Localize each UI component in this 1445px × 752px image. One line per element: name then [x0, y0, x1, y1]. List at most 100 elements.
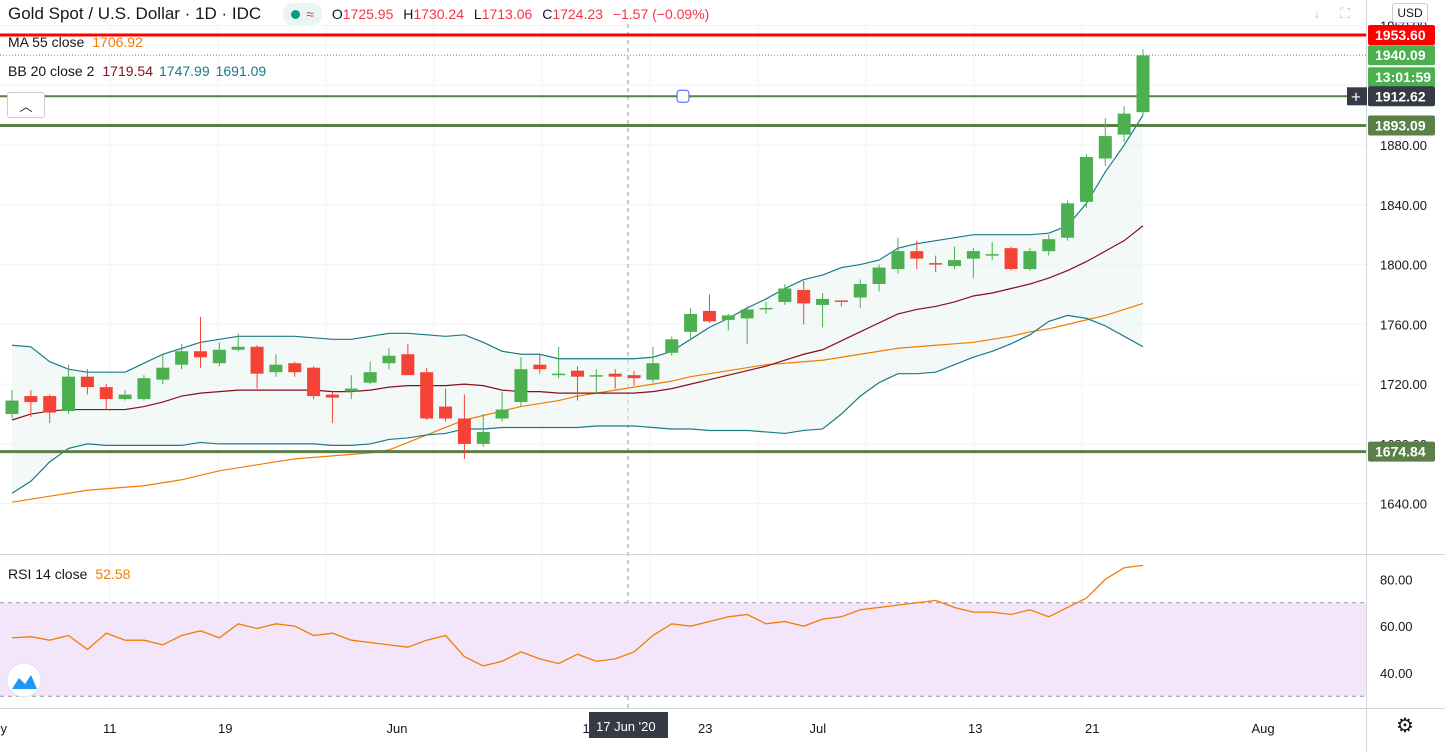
candle-body [363, 372, 377, 383]
ohlc-low-key: L [473, 6, 482, 22]
candle-body [231, 346, 245, 350]
candle-body [571, 370, 584, 377]
wave-icon: ≈ [306, 6, 314, 22]
candle-body [948, 260, 961, 267]
time-tick-label: Aug [1252, 721, 1275, 736]
candle-body [1117, 113, 1131, 135]
candle-body [1136, 55, 1150, 113]
ohlc-change: −1.57 (−0.09%) [612, 6, 710, 22]
candle-body [1042, 239, 1056, 252]
add-alert-button [1347, 87, 1367, 106]
candle-body [1023, 251, 1037, 270]
chart-header: Gold Spot / U.S. Dollar · 1D · IDC ≈ O17… [8, 3, 715, 25]
time-tick-label: 19 [218, 721, 232, 736]
candle-body [43, 396, 57, 413]
ma-label: MA 55 close [8, 34, 85, 50]
candle-body [853, 284, 867, 298]
candle-body [891, 251, 905, 270]
candle-body [684, 313, 698, 332]
time-tick-label: 11 [103, 721, 117, 736]
bollinger-lower-line [11, 314, 1144, 494]
candle-body [816, 298, 830, 305]
candle-body [307, 367, 321, 397]
crosshair-date-tag [589, 712, 668, 738]
rsi-pane [0, 564, 1366, 698]
candle-body [99, 387, 113, 400]
candle-body [62, 376, 76, 412]
ohlc-open: 1725.95 [342, 6, 394, 22]
candle-body [627, 375, 641, 379]
gear-icon[interactable]: ⚙ [1396, 715, 1414, 737]
fullscreen-icon[interactable]: ⛶ [1340, 5, 1350, 21]
ohlc-readout: O1725.95 H1730.24 L1713.06 C1724.23 −1.5… [332, 6, 715, 22]
crosshair-date-label: 17 Jun '20 [596, 719, 656, 734]
candle-body [382, 355, 396, 364]
candle-body [552, 373, 566, 376]
candle-body [929, 263, 943, 265]
ohlc-high-key: H [403, 6, 414, 22]
currency-button[interactable]: USD [1392, 3, 1428, 23]
candle-body [778, 288, 792, 302]
plus-icon: + [1351, 87, 1361, 106]
candle-body [985, 254, 999, 256]
candle-body [344, 388, 358, 392]
price-labels: 1953.60 1940.09 13:01:59 1912.62 +1893.09 167… [1347, 25, 1435, 462]
arrow-down-icon[interactable]: ↓ [1313, 5, 1321, 21]
candle-body [910, 251, 924, 259]
time-tick-label: 23 [698, 721, 712, 736]
horizontal-lines [0, 33, 1366, 454]
candle-body [608, 373, 622, 377]
candle-body [797, 289, 811, 304]
candle-body [420, 372, 434, 419]
price-tick-label: 1760.00 [1380, 317, 1427, 332]
time-tick-label: 13 [968, 721, 982, 736]
price-label-bg [1368, 115, 1435, 136]
candle-body [194, 351, 207, 358]
price-label-bg [1368, 441, 1435, 462]
candle-body [118, 394, 132, 400]
candle-body [439, 406, 453, 419]
time-tick-label: Jun [387, 721, 408, 736]
price-label: 1674.84 [1375, 444, 1426, 460]
rsi-line [11, 564, 1144, 667]
bb-label: BB 20 close 2 [8, 63, 95, 79]
ohlc-close-key: C [542, 6, 553, 22]
line-handle [676, 89, 690, 103]
price-tick-label: 1720.00 [1380, 377, 1427, 392]
candle-body [24, 396, 38, 403]
chevron-up-icon: ︿ [19, 98, 33, 114]
candle-body [1061, 203, 1075, 238]
candle-body [721, 315, 735, 320]
collapse-legend-button[interactable]: ︿ [7, 92, 45, 118]
price-tick-label: 1640.00 [1380, 497, 1427, 512]
status-pill[interactable]: ≈ [283, 3, 322, 25]
symbol-title[interactable]: Gold Spot / U.S. Dollar · 1D · IDC [8, 4, 262, 23]
tradingview-logo-mark [12, 675, 37, 689]
price-tick-label: 1800.00 [1380, 258, 1427, 273]
price-label: 1912.62 [1375, 88, 1426, 104]
rsi-value: 52.58 [95, 566, 131, 582]
candle-body [872, 267, 886, 285]
candle-body [740, 309, 754, 319]
ohlc-close: 1724.23 [552, 6, 603, 22]
price-label-bg [1368, 45, 1435, 66]
bb-upper-value: 1747.99 [159, 63, 210, 79]
price-label-bg [1368, 86, 1435, 107]
candle-body [288, 363, 302, 373]
candle-body [156, 367, 170, 380]
candle-body [175, 351, 189, 365]
bb-legend[interactable]: BB 20 close 2 1719.54 1747.99 1691.09 [8, 63, 266, 79]
rsi-label: RSI 14 close [8, 566, 88, 582]
candle-body [834, 300, 848, 302]
price-label: 1940.09 [1375, 47, 1426, 63]
candle-body [325, 394, 339, 398]
bollinger-band-fill [12, 115, 1143, 494]
price-label-bg [1368, 25, 1435, 46]
candle-body [1079, 156, 1093, 202]
rsi-band-fill [0, 602, 1366, 697]
candle-body [759, 307, 773, 310]
candle-body [966, 251, 980, 259]
ma-legend[interactable]: MA 55 close 1706.92 [8, 34, 143, 50]
rsi-legend[interactable]: RSI 14 close 52.58 [8, 566, 130, 582]
